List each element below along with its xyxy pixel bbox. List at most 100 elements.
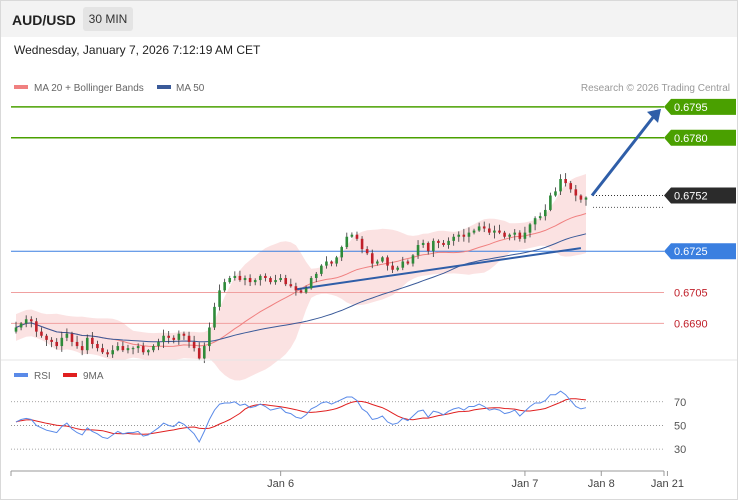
ma20-legend-label: MA 20 + Bollinger Bands [34,83,144,94]
candle-body [432,240,435,252]
candle-body [304,288,308,293]
candle-body [50,339,53,342]
x-tick-label: Jan 6 [267,478,294,490]
candle-body [279,278,282,281]
candle-body [19,323,23,328]
rsi-ma-legend-label: 9MA [83,371,104,382]
resistance-tag-0.6795 [664,98,736,115]
candle-body [80,346,84,351]
support-label-0.6705: 0.6705 [674,287,708,299]
x-axis-ticks: Jan 6 Jan 7 Jan 8 Jan 21 [10,471,684,490]
candle-body [269,278,272,283]
candle-body [60,337,64,347]
rsi-ma-line [15,398,587,435]
rsi-ma-legend-swatch [63,373,77,377]
interval-button[interactable]: 30 MIN [83,7,133,31]
resistance-label-0.6795: 0.6795 [674,102,708,114]
candle-body [401,261,405,268]
candle-body [131,348,135,350]
candle-body [116,346,120,351]
candle-body [299,290,303,293]
last-price-label: 0.6752 [674,191,708,203]
candle-body [101,348,104,353]
candle-body [24,319,28,324]
candle-body [340,247,344,258]
candle-body [121,346,125,351]
candle-body [355,234,359,239]
candle-body [584,197,588,200]
candle-body [488,228,491,233]
rsi-legend-swatch [14,373,28,377]
ma20-legend-swatch [14,85,28,89]
candle-body [528,224,532,233]
candle-body [70,333,74,342]
candle-body [533,218,537,225]
candle-body [579,195,583,200]
rsi-level-label: 50 [674,420,686,432]
research-credit: Research © 2026 Trading Central [581,83,730,94]
candle-body [177,333,181,340]
candle-body [258,275,262,281]
candle-body [228,278,232,283]
candle-body [141,346,145,353]
rsi-level-label: 30 [674,444,686,456]
candle-body [376,261,379,264]
pivot-tag [664,243,736,260]
candle-body [335,257,338,264]
candle-body [208,327,211,347]
candle-body [147,350,150,353]
candle-body [218,290,221,307]
candle-body [182,333,186,336]
candle-body [538,216,542,219]
candle-body [248,278,252,283]
x-tick-label: Jan 21 [651,478,684,490]
forecast-arrow-shaft [590,113,657,197]
candle-body [508,234,511,237]
candle-body [203,346,206,359]
candle-body [274,280,277,283]
candle-body [416,245,420,256]
x-tick-label: Jan 7 [511,478,538,490]
candle-body [309,278,313,289]
candle-body [365,249,369,254]
trendlines [295,108,661,291]
uptrend-line [295,247,582,291]
candle-body [574,189,578,196]
candle-body [111,350,114,355]
level-labels: 0.6795 0.6780 0.6752 0.6725 0.6705 0.6690 [664,98,736,330]
candle-body [493,230,496,233]
candle-body [40,331,43,336]
candle-body [549,195,552,210]
timestamp: Wednesday, January 7, 2026 7:12:19 AM CE… [14,43,261,57]
candle-body [223,282,226,291]
candle-body [467,232,471,237]
candle-body [65,333,69,338]
candle-body [462,234,466,237]
candle-body [569,183,573,190]
candles [14,173,588,364]
candle-body [152,346,155,351]
candle-body [213,306,216,328]
resistance-label-0.6780: 0.6780 [674,133,708,145]
candle-body [197,348,201,359]
candle-body [126,348,130,351]
resistance-tag-0.6780 [664,129,736,146]
bollinger-band [16,174,586,381]
candle-body [325,261,328,266]
candle-body [477,226,481,231]
candle-body [421,242,425,245]
x-tick-label: Jan 8 [588,478,615,490]
candle-body [411,255,415,264]
candle-body [498,230,501,233]
candle-body [503,232,506,237]
candle-body [437,240,440,243]
candle-body [35,321,38,332]
candle-body [559,179,562,192]
candle-body [162,335,165,342]
candle-body [391,265,394,270]
rsi-legend-label: RSI [34,371,51,382]
candle-body [187,335,191,342]
candle-body [289,284,293,287]
